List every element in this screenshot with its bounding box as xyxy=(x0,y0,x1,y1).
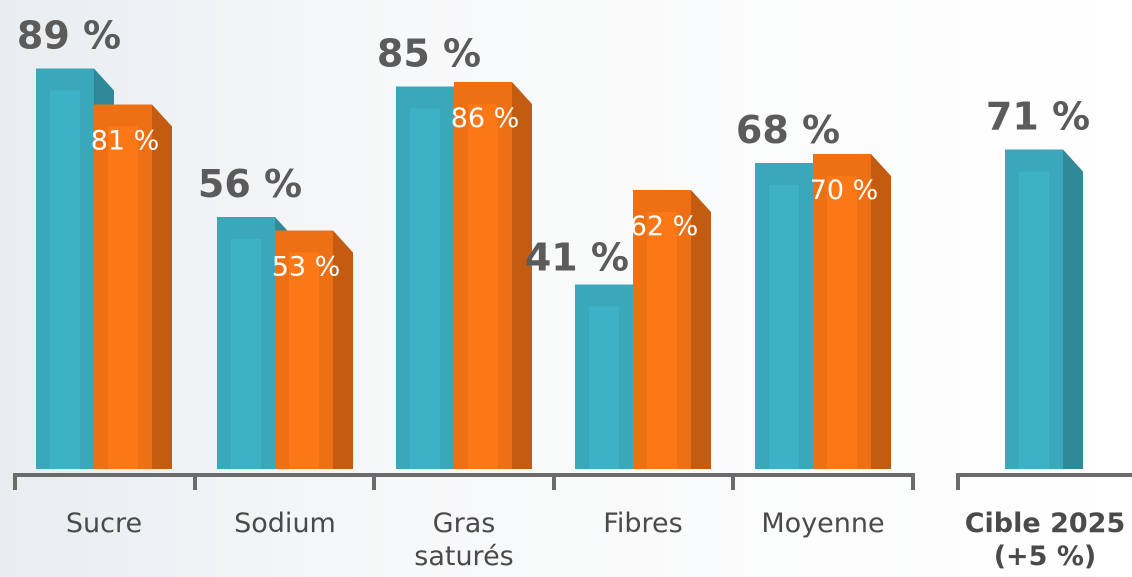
value-label-orange: 53 % xyxy=(272,252,341,283)
bar-orange-1-highlight xyxy=(289,252,319,469)
category-label: Gras xyxy=(433,508,496,539)
bar-blue-2-highlight xyxy=(410,108,440,469)
category-label: Sucre xyxy=(66,508,142,539)
bar-orange-0-side xyxy=(152,104,172,469)
bar-target xyxy=(1005,149,1083,469)
value-label-blue: 56 % xyxy=(198,162,302,206)
value-label-orange: 86 % xyxy=(451,103,520,134)
bar-target-highlight xyxy=(1019,171,1049,469)
bar-orange-0-highlight xyxy=(108,126,138,469)
bar-orange-0 xyxy=(94,104,172,469)
bar-orange-3-highlight xyxy=(647,212,677,469)
value-label-blue: 68 % xyxy=(736,108,840,152)
target-label: (+5 %) xyxy=(994,541,1097,572)
category-label: Sodium xyxy=(234,508,336,539)
value-label-blue: 41 % xyxy=(525,236,629,280)
category-label: Fibres xyxy=(603,508,682,539)
bar-blue-1-highlight xyxy=(231,239,261,469)
bar-orange-3-side xyxy=(691,190,711,469)
bar-orange-2 xyxy=(454,82,532,469)
value-label-orange: 70 % xyxy=(810,175,879,206)
bar-orange-1-side xyxy=(333,230,353,469)
bars-layer xyxy=(36,68,1083,469)
bar-orange-1 xyxy=(275,230,353,469)
value-label-blue: 89 % xyxy=(17,14,121,58)
bar-target-side xyxy=(1063,149,1083,469)
value-label-orange: 62 % xyxy=(630,211,699,242)
bar-blue-0-highlight xyxy=(50,90,80,469)
bar-orange-4-highlight xyxy=(827,176,857,469)
bar-orange-4 xyxy=(813,154,891,469)
x-axis xyxy=(13,473,1132,490)
x-axis-line-target xyxy=(956,473,1132,490)
category-label: saturés xyxy=(414,541,514,572)
bar-blue-3-highlight xyxy=(589,306,619,469)
x-axis-line-main xyxy=(13,473,915,490)
value-label-orange: 81 % xyxy=(91,126,160,157)
bar-orange-3 xyxy=(633,190,711,469)
category-label: Moyenne xyxy=(761,508,884,539)
bar-orange-2-side xyxy=(512,82,532,469)
value-label-blue: 85 % xyxy=(377,32,481,76)
bar-orange-4-side xyxy=(871,154,891,469)
labels-layer: 89 % 81 % Sucre 56 % 53 % Sodium 85 % 86 % Grass… xyxy=(17,14,1125,573)
bar-orange-2-highlight xyxy=(468,104,498,469)
target-label: Cible 2025 xyxy=(965,508,1126,539)
bar-blue-4-highlight xyxy=(769,185,799,469)
value-label-target: 71 % xyxy=(986,95,1090,139)
